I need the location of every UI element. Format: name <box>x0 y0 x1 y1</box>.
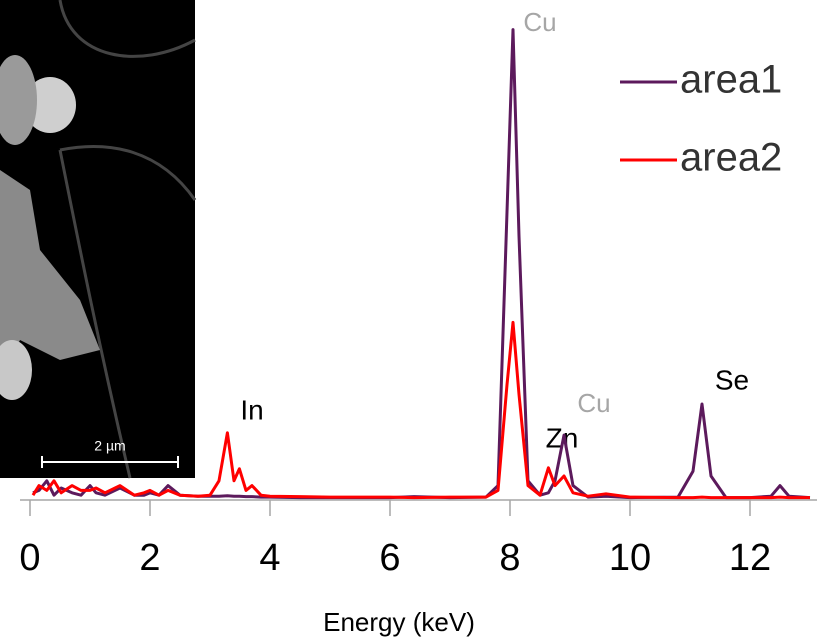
annotation: Cu <box>577 388 610 418</box>
x-tick-label: 10 <box>609 537 651 579</box>
x-tick-label: 6 <box>379 537 400 579</box>
legend-label: area2 <box>680 136 782 180</box>
chart: Cu Cu Zn In Se S Energy (keV) 024681012a… <box>0 0 817 644</box>
x-tick-label: 8 <box>499 537 520 579</box>
x-tick-label: 12 <box>729 537 771 579</box>
x-tick-label: 4 <box>259 537 280 579</box>
x-tick-label: 2 <box>139 537 160 579</box>
scale-bar-label: 2 µm <box>94 438 125 454</box>
annotation: Se <box>715 364 749 395</box>
annotation: Cu <box>523 7 556 37</box>
inset-image: 2 µm <box>0 0 195 478</box>
x-tick-label: 0 <box>19 537 40 579</box>
annotation: In <box>240 394 263 425</box>
x-axis-label: Energy (keV) <box>323 607 475 637</box>
legend-label: area1 <box>680 58 782 102</box>
